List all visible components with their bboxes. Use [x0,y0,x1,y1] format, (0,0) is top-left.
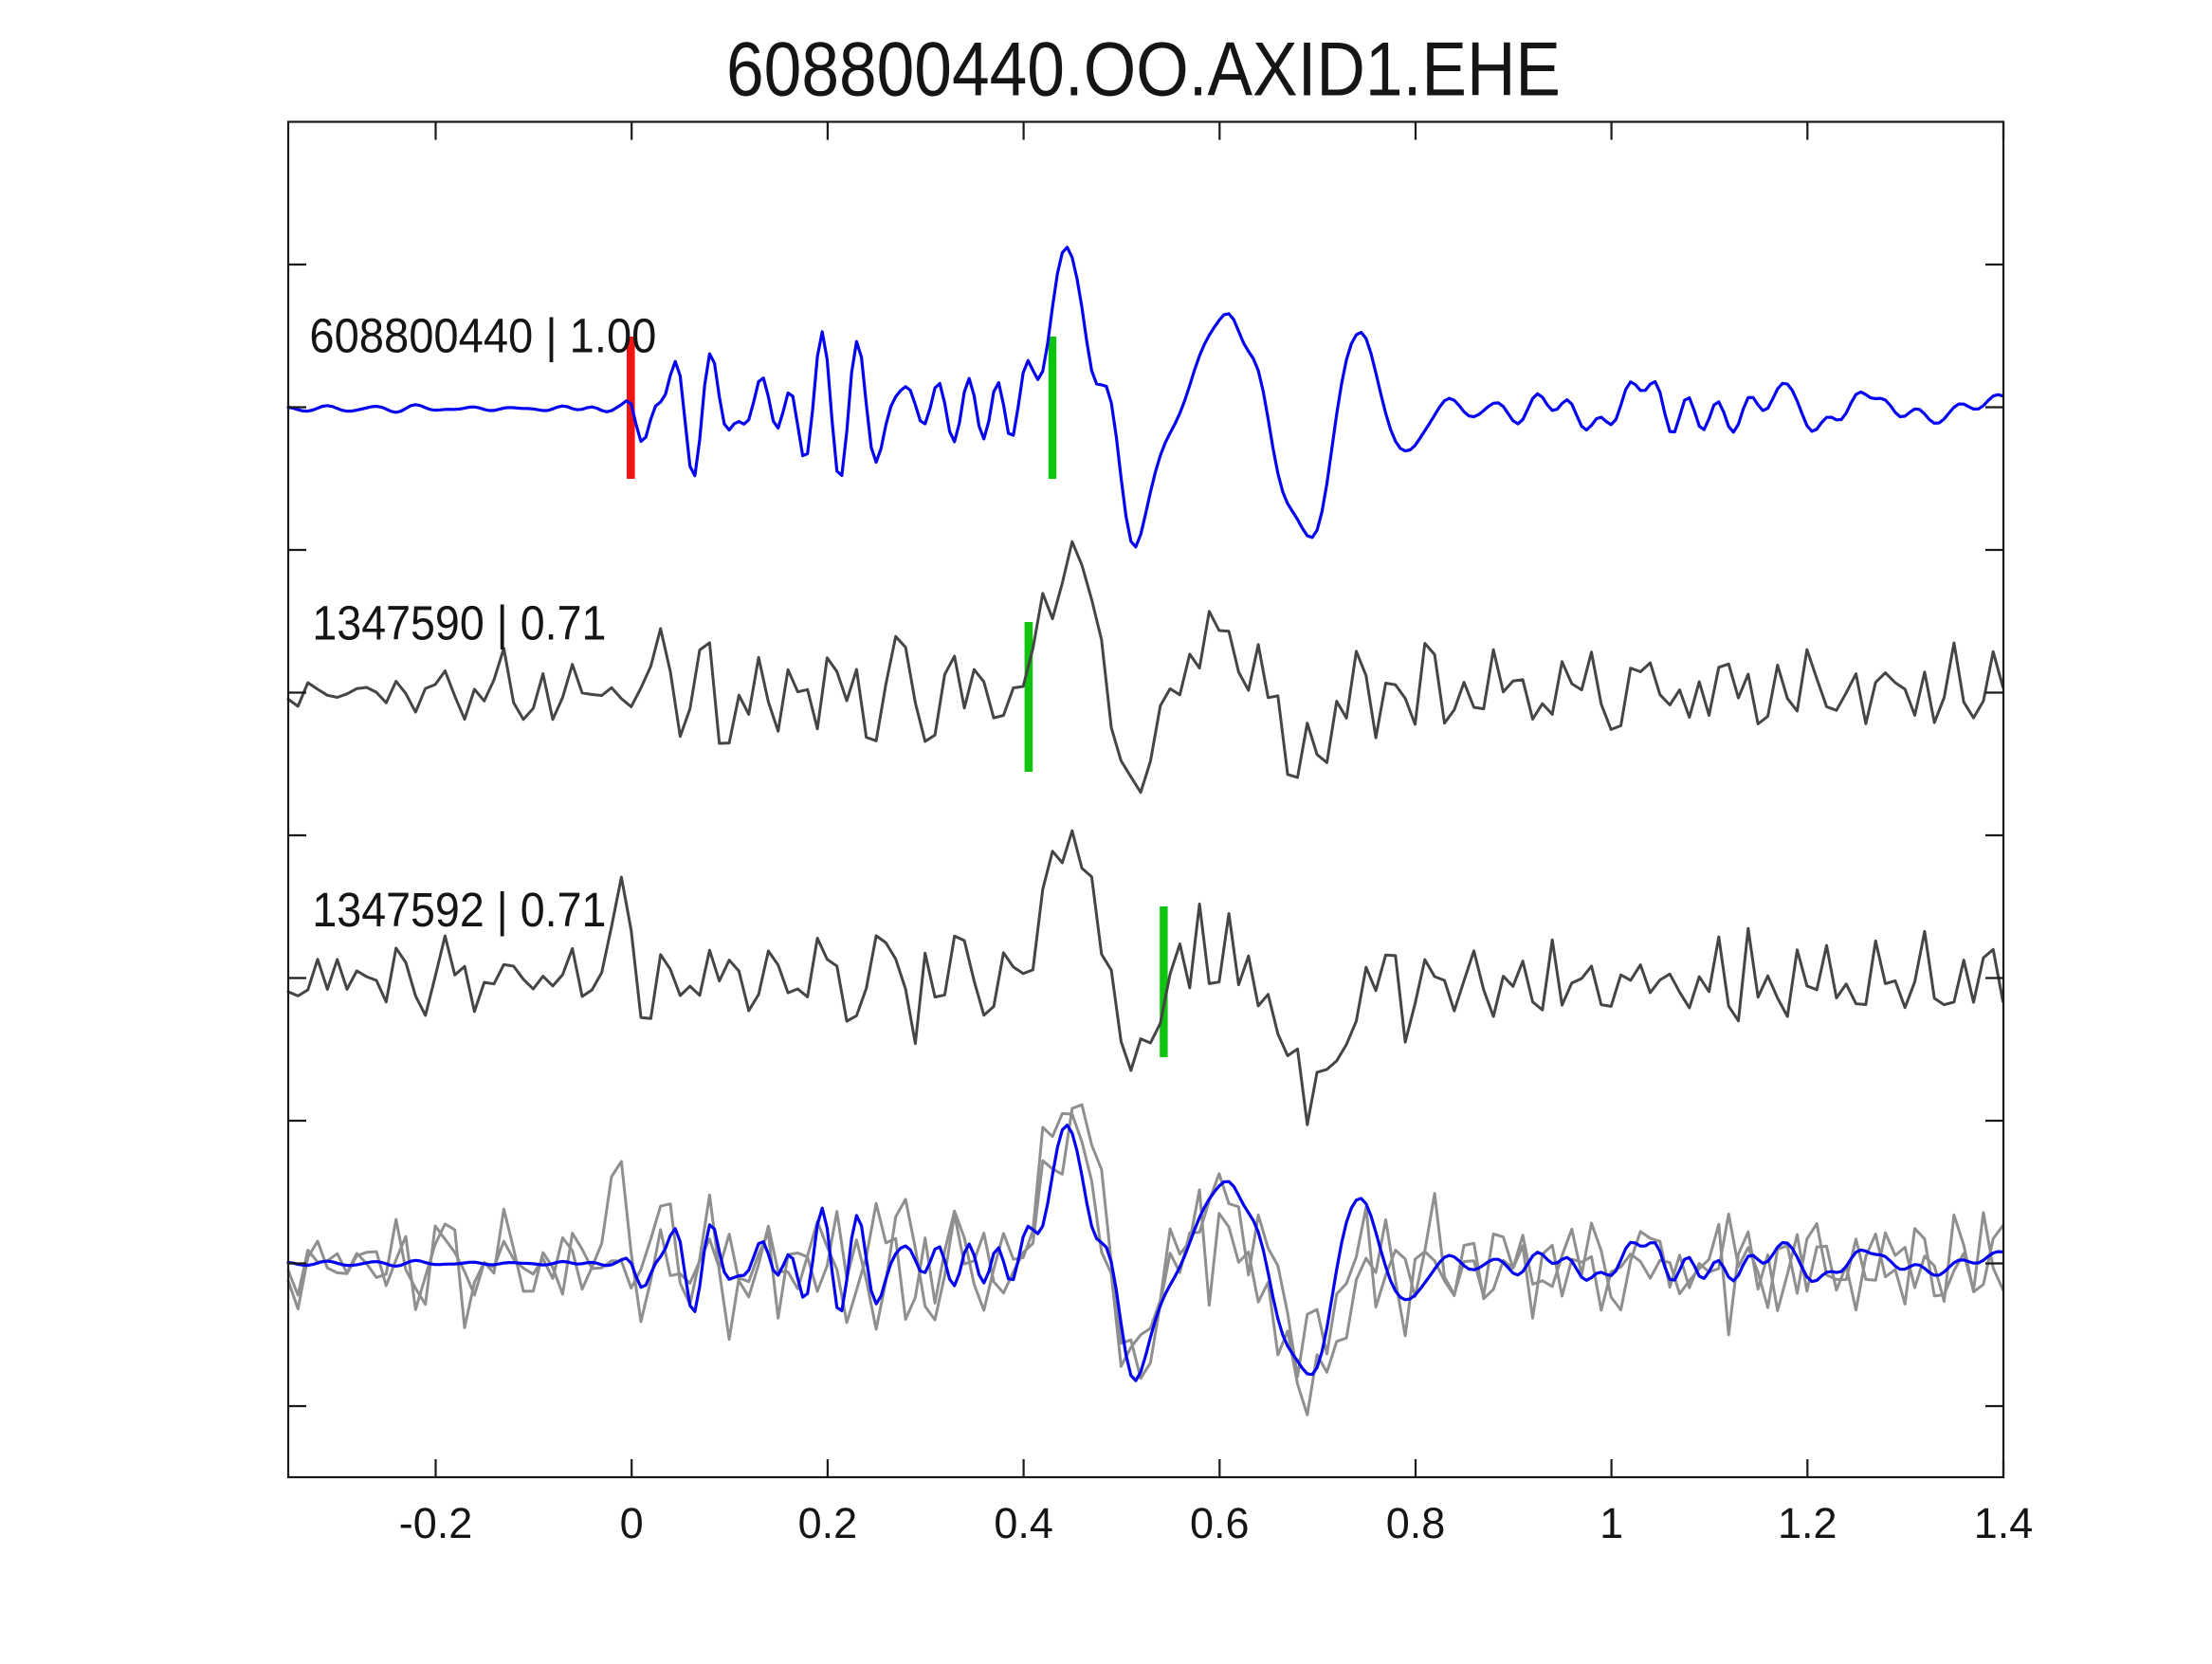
svg-text:1347590 | 0.71: 1347590 | 0.71 [312,596,606,650]
svg-text:0: 0 [620,1499,644,1547]
svg-text:1347592 | 0.71: 1347592 | 0.71 [312,883,606,937]
svg-text:-0.2: -0.2 [399,1499,473,1547]
svg-text:1.4: 1.4 [1974,1499,2034,1547]
svg-text:1: 1 [1600,1499,1623,1547]
svg-text:0.8: 0.8 [1386,1499,1446,1547]
svg-text:1.2: 1.2 [1778,1499,1837,1547]
svg-text:608800440.OO.AXID1.EHE: 608800440.OO.AXID1.EHE [726,27,1561,113]
svg-text:0.2: 0.2 [798,1499,858,1547]
svg-text:0.4: 0.4 [994,1499,1053,1547]
svg-text:0.6: 0.6 [1190,1499,1250,1547]
svg-text:608800440 | 1.00: 608800440 | 1.00 [309,309,656,363]
